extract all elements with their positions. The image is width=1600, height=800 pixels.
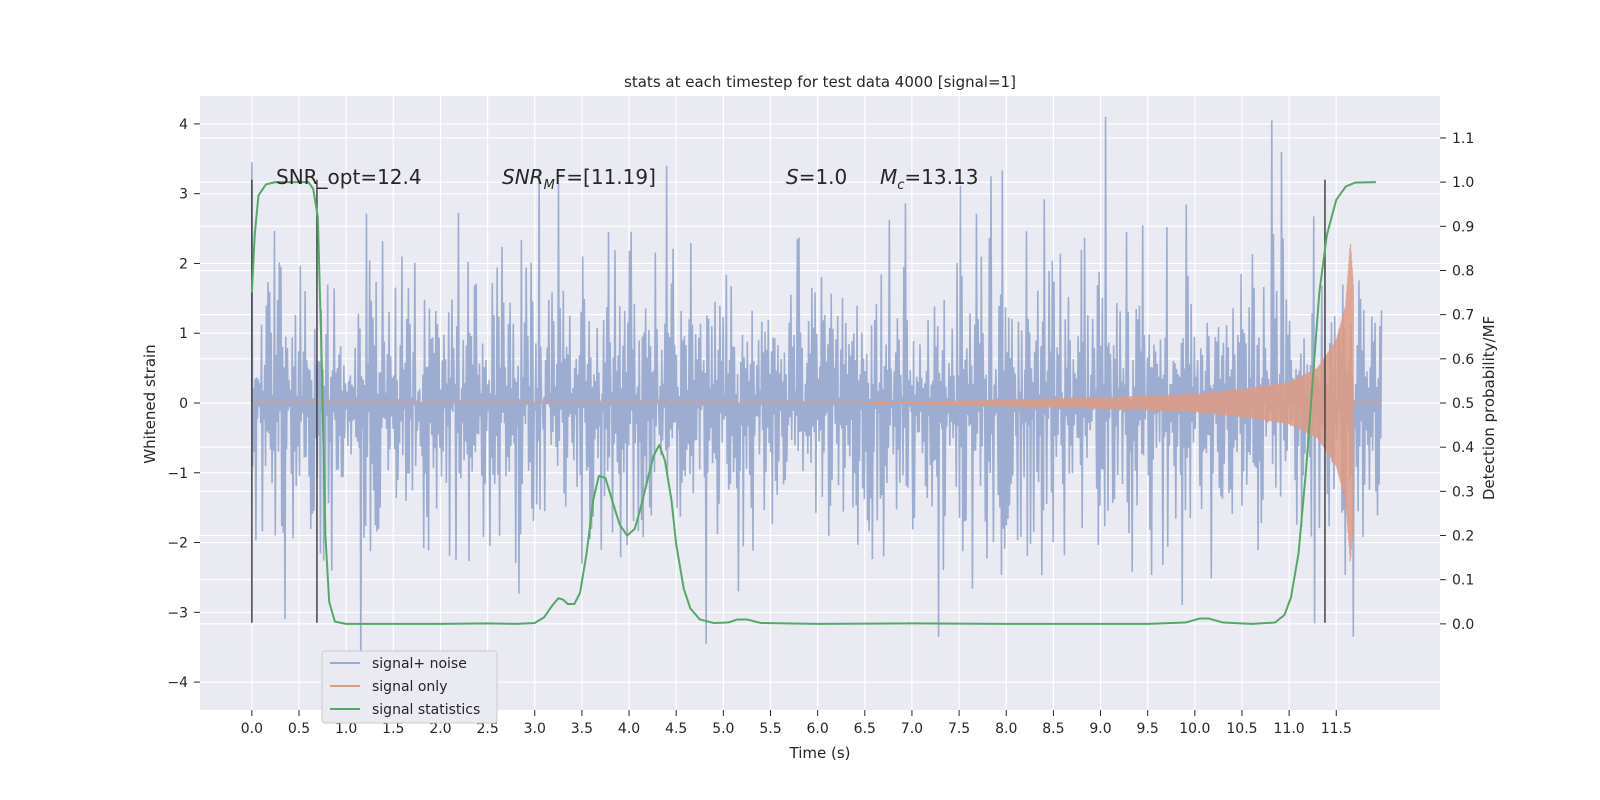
annotation-mc-sub: c bbox=[897, 178, 904, 193]
y2-tick-label: 0.1 bbox=[1452, 573, 1474, 589]
y2-axis-label: Detection probability/MF bbox=[1480, 316, 1498, 500]
y2-tick-label: 0.4 bbox=[1452, 440, 1474, 456]
x-tick-label: 9.0 bbox=[1089, 721, 1111, 737]
x-tick-label: 0.0 bbox=[241, 721, 263, 737]
x-tick-label: 11.5 bbox=[1321, 721, 1352, 737]
x-tick-label: 5.5 bbox=[759, 721, 781, 737]
y2-tick-label: 0.5 bbox=[1452, 396, 1474, 412]
y-axis-label: Whitened strain bbox=[141, 344, 159, 463]
x-tick-label: 8.5 bbox=[1042, 721, 1064, 737]
annotation-snr-mf-sub: M bbox=[544, 178, 555, 193]
annotation-mc: Mc=13.13 bbox=[880, 165, 978, 193]
annotation-snr-mf-rest: F=[11.19] bbox=[555, 165, 656, 189]
series-signal-noise bbox=[251, 116, 1383, 669]
x-tick-label: 1.5 bbox=[382, 721, 404, 737]
legend-box bbox=[321, 650, 498, 724]
y-tick-label: −3 bbox=[167, 605, 188, 621]
annotation-mc-main: M bbox=[880, 165, 897, 189]
y-tick-label: −4 bbox=[167, 675, 188, 691]
y2-tick-label: 1.0 bbox=[1452, 175, 1474, 191]
y2-tick-label: 0.3 bbox=[1452, 484, 1474, 500]
y2-tick-label: 1.1 bbox=[1452, 131, 1474, 147]
annotation-s-main: S bbox=[786, 165, 799, 189]
series-signal-only bbox=[864, 244, 1354, 562]
y2-tick-label: 0.0 bbox=[1452, 617, 1474, 633]
x-tick-label: 3.0 bbox=[524, 721, 546, 737]
ticks-layer: 0.0 0.5 1.0 1.5 2.0 2.5 3.0 3.5 4.0 4.5 5.0 5.5 6.0 6… bbox=[167, 117, 1474, 737]
x-tick-label: 0.5 bbox=[288, 721, 310, 737]
x-axis-label: Time (s) bbox=[789, 744, 851, 762]
x-tick-label: 2.0 bbox=[429, 721, 451, 737]
y-tick-label: 1 bbox=[179, 326, 188, 342]
y2-tick-label: 0.6 bbox=[1452, 352, 1474, 368]
x-tick-label: 10.0 bbox=[1179, 721, 1210, 737]
x-tick-label: 6.5 bbox=[854, 721, 876, 737]
y-tick-label: −2 bbox=[167, 536, 188, 552]
x-tick-label: 8.0 bbox=[995, 721, 1017, 737]
annotation-mc-rest: =13.13 bbox=[904, 165, 978, 189]
signal-layer bbox=[251, 244, 1382, 562]
x-tick-label: 9.5 bbox=[1137, 721, 1159, 737]
annotation-snr-mf-main: SNR bbox=[502, 165, 544, 189]
stats-layer bbox=[250, 181, 1376, 625]
y2-tick-label: 0.2 bbox=[1452, 529, 1474, 545]
legend-label-signal-noise: signal+ noise bbox=[372, 656, 467, 672]
x-tick-label: 2.5 bbox=[476, 721, 498, 737]
legend: signal+ noise signal only signal statist… bbox=[321, 650, 498, 724]
y2-tick-label: 0.9 bbox=[1452, 219, 1474, 235]
x-tick-label: 5.0 bbox=[712, 721, 734, 737]
y2-tick-label: 0.7 bbox=[1452, 308, 1474, 324]
y-tick-label: 4 bbox=[179, 117, 188, 133]
x-tick-label: 6.0 bbox=[807, 721, 829, 737]
chart-title: stats at each timestep for test data 400… bbox=[624, 73, 1016, 91]
x-tick-label: 7.0 bbox=[901, 721, 923, 737]
x-tick-label: 10.5 bbox=[1226, 721, 1257, 737]
x-tick-label: 3.5 bbox=[571, 721, 593, 737]
y-tick-label: 3 bbox=[179, 187, 188, 203]
y-tick-label: 0 bbox=[179, 396, 188, 412]
annotation-snr-mf: SNRMF=[11.19] bbox=[502, 165, 656, 193]
annotation-s: S=1.0 bbox=[786, 165, 847, 189]
noise-layer bbox=[251, 116, 1383, 669]
y-tick-label: 2 bbox=[179, 256, 188, 272]
y2-tick-label: 0.8 bbox=[1452, 263, 1474, 279]
x-tick-label: 4.0 bbox=[618, 721, 640, 737]
annotation-s-rest: =1.0 bbox=[799, 165, 848, 189]
y-tick-label: −1 bbox=[167, 466, 188, 482]
legend-label-signal-statistics: signal statistics bbox=[372, 702, 480, 718]
annotation-snr-opt: SNR_opt=12.4 bbox=[276, 165, 422, 189]
x-tick-label: 7.5 bbox=[948, 721, 970, 737]
x-tick-label: 4.5 bbox=[665, 721, 687, 737]
x-tick-label: 1.0 bbox=[335, 721, 357, 737]
x-tick-label: 11.0 bbox=[1274, 721, 1305, 737]
legend-label-signal-only: signal only bbox=[372, 679, 447, 695]
series-signal-statistics bbox=[250, 181, 1376, 625]
